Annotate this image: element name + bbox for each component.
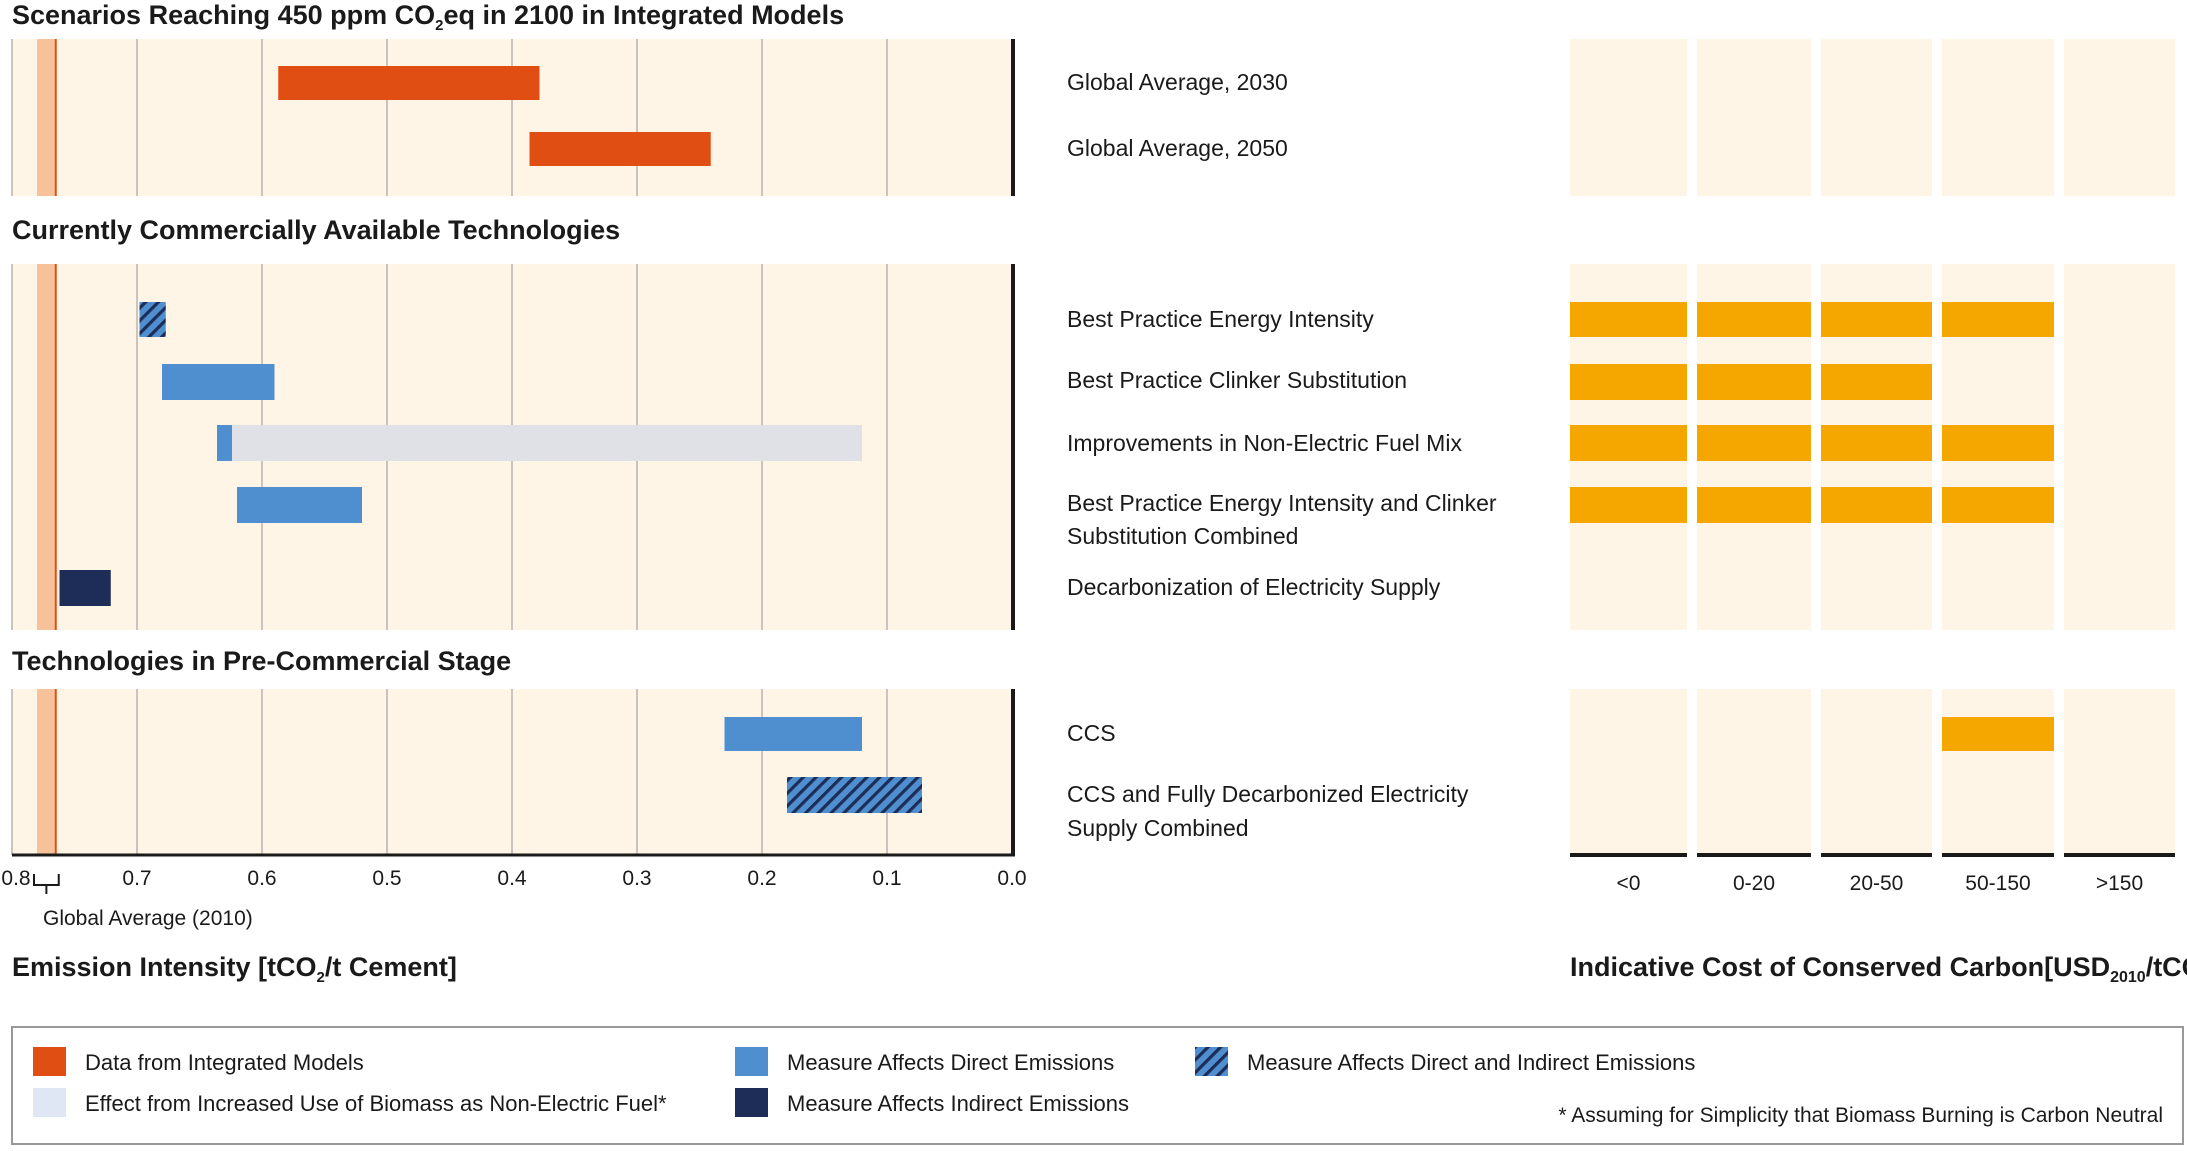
legend-label: Data from Integrated Models bbox=[85, 1050, 364, 1075]
legend-box bbox=[11, 1026, 2184, 1145]
x-tick-label: 0.2 bbox=[747, 867, 776, 890]
cost-panel bbox=[2064, 39, 2175, 196]
cost-panel bbox=[1821, 689, 1932, 855]
legend-swatch-biomass bbox=[33, 1088, 66, 1117]
cost-category-label: >150 bbox=[2096, 872, 2143, 895]
x-tick-label: 0.3 bbox=[622, 867, 651, 890]
x-tick-label: 0.1 bbox=[872, 867, 901, 890]
x-tick-label: 0.6 bbox=[247, 867, 276, 890]
x-tick-label: 0.7 bbox=[122, 867, 151, 890]
cost-bar bbox=[1697, 302, 1811, 337]
cost-bar bbox=[1942, 302, 2054, 337]
bar-integrated bbox=[278, 66, 540, 100]
cost-panel bbox=[2064, 689, 2175, 855]
x-tick-label: 0.4 bbox=[497, 867, 527, 890]
bar-biomass bbox=[232, 425, 862, 461]
cost-bar bbox=[1942, 425, 2054, 461]
footnote: * Assuming for Simplicity that Biomass B… bbox=[1558, 1104, 2163, 1127]
legend-swatch-indirect bbox=[735, 1088, 768, 1117]
global-average-label: Global Average (2010) bbox=[43, 907, 253, 930]
cost-panel bbox=[1570, 39, 1687, 196]
x-tick-label: 0.5 bbox=[372, 867, 401, 890]
global-average-band bbox=[37, 264, 56, 630]
cost-bar bbox=[1697, 425, 1811, 461]
row-label: Substitution Combined bbox=[1067, 523, 1298, 549]
cost-panel bbox=[1942, 689, 2054, 855]
global-average-bracket bbox=[33, 874, 60, 894]
row-label: Decarbonization of Electricity Supply bbox=[1067, 574, 1441, 600]
bar-indirect bbox=[59, 570, 111, 606]
cost-bar bbox=[1821, 364, 1932, 400]
legend-label: Effect from Increased Use of Biomass as … bbox=[85, 1091, 667, 1116]
row-label: Global Average, 2050 bbox=[1067, 135, 1288, 161]
row-label: Best Practice Energy Intensity bbox=[1067, 306, 1374, 332]
cost-bar bbox=[1570, 487, 1687, 523]
bar-direct bbox=[724, 717, 862, 751]
cost-panel bbox=[1697, 39, 1811, 196]
cost-category-label: 50-150 bbox=[1965, 872, 2030, 895]
legend-swatch-direct bbox=[735, 1047, 768, 1076]
bar-direct bbox=[217, 425, 232, 461]
row-label: CCS bbox=[1067, 720, 1116, 746]
row-label: Global Average, 2030 bbox=[1067, 69, 1288, 95]
x-tick-label: 0.0 bbox=[997, 867, 1026, 890]
legend-label: Measure Affects Direct and Indirect Emis… bbox=[1247, 1050, 1695, 1075]
global-average-band bbox=[37, 689, 56, 855]
bar-direct bbox=[237, 487, 362, 523]
bar-direct-indirect bbox=[139, 302, 166, 337]
row-label: Best Practice Clinker Substitution bbox=[1067, 367, 1407, 393]
cost-panel bbox=[2064, 264, 2175, 630]
legend-label: Measure Affects Indirect Emissions bbox=[787, 1091, 1129, 1116]
cost-panel bbox=[1942, 39, 2054, 196]
row-label: CCS and Fully Decarbonized Electricity bbox=[1067, 781, 1469, 807]
legend-label: Measure Affects Direct Emissions bbox=[787, 1050, 1114, 1075]
row-label: Improvements in Non-Electric Fuel Mix bbox=[1067, 430, 1462, 456]
cost-bar bbox=[1697, 487, 1811, 523]
cost-panel bbox=[1697, 689, 1811, 855]
cost-bar bbox=[1942, 487, 2054, 523]
cost-bar bbox=[1942, 717, 2054, 751]
x-tick-label: 0.8 bbox=[1, 867, 30, 890]
cost-bar bbox=[1570, 302, 1687, 337]
cost-bar bbox=[1570, 364, 1687, 400]
cost-bar bbox=[1821, 302, 1932, 337]
bar-integrated bbox=[529, 132, 711, 166]
bar-direct-indirect bbox=[787, 777, 922, 813]
cost-axis-title: Indicative Cost of Conserved Carbon[USD2… bbox=[1570, 952, 2187, 986]
legend-swatch-integrated bbox=[33, 1047, 66, 1076]
cost-panel bbox=[1821, 39, 1932, 196]
global-average-band bbox=[37, 39, 56, 196]
row-label: Supply Combined bbox=[1067, 815, 1249, 841]
section-title: Scenarios Reaching 450 ppm CO2eq in 2100… bbox=[12, 0, 844, 34]
cost-category-label: 20-50 bbox=[1850, 872, 1904, 895]
row-label: Best Practice Energy Intensity and Clink… bbox=[1067, 490, 1497, 516]
cost-bar bbox=[1821, 425, 1932, 461]
cost-bar bbox=[1697, 364, 1811, 400]
bar-direct bbox=[162, 364, 275, 400]
cost-bar bbox=[1821, 487, 1932, 523]
x-axis-title: Emission Intensity [tCO2/t Cement] bbox=[12, 952, 457, 986]
section-title: Technologies in Pre-Commercial Stage bbox=[12, 646, 511, 676]
cost-bar bbox=[1570, 425, 1687, 461]
cost-category-label: <0 bbox=[1617, 872, 1641, 895]
cost-panel bbox=[1570, 689, 1687, 855]
cost-category-label: 0-20 bbox=[1733, 872, 1775, 895]
section-title: Currently Commercially Available Technol… bbox=[12, 215, 620, 245]
legend-swatch-direct-indirect bbox=[1195, 1047, 1228, 1076]
